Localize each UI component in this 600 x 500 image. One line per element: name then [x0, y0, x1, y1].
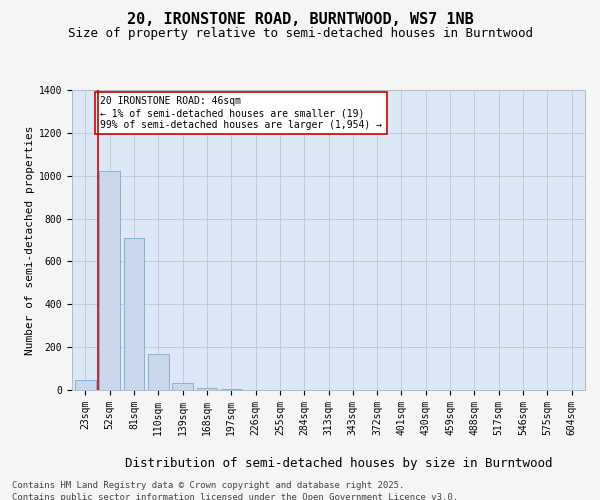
Text: 20 IRONSTONE ROAD: 46sqm
← 1% of semi-detached houses are smaller (19)
99% of se: 20 IRONSTONE ROAD: 46sqm ← 1% of semi-de…: [100, 96, 382, 130]
Bar: [124, 238, 145, 390]
Bar: [172, 382, 193, 390]
Text: Distribution of semi-detached houses by size in Burntwood: Distribution of semi-detached houses by …: [125, 458, 553, 470]
Text: Contains public sector information licensed under the Open Government Licence v3: Contains public sector information licen…: [12, 492, 458, 500]
Text: Contains HM Land Registry data © Crown copyright and database right 2025.: Contains HM Land Registry data © Crown c…: [12, 481, 404, 490]
Text: Size of property relative to semi-detached houses in Burntwood: Size of property relative to semi-detach…: [67, 28, 533, 40]
Bar: [148, 354, 169, 390]
Bar: [100, 172, 120, 390]
Bar: [75, 380, 96, 390]
Y-axis label: Number of semi-detached properties: Number of semi-detached properties: [25, 125, 35, 355]
Text: 20, IRONSTONE ROAD, BURNTWOOD, WS7 1NB: 20, IRONSTONE ROAD, BURNTWOOD, WS7 1NB: [127, 12, 473, 28]
Bar: [197, 388, 217, 390]
